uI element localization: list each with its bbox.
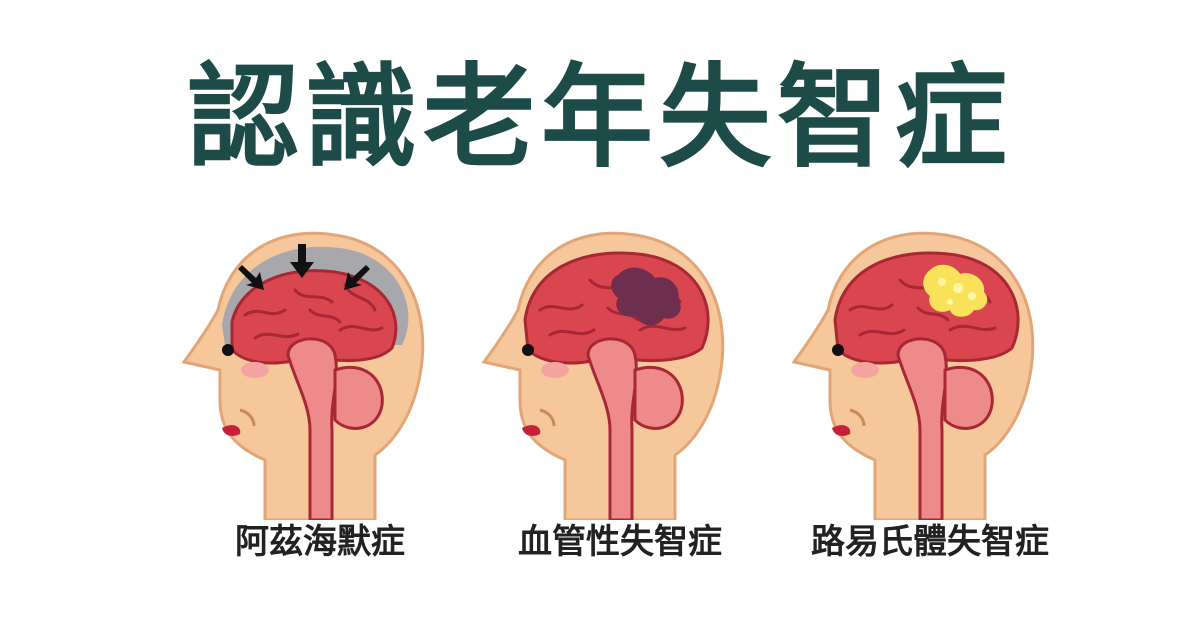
chin-line	[539, 408, 556, 427]
panel-vascular	[470, 230, 770, 520]
lewy-body-dots	[938, 278, 976, 305]
cheek	[541, 362, 569, 378]
cerebellum	[333, 365, 384, 430]
cerebrum-folds	[243, 283, 384, 340]
chin-line	[239, 408, 256, 427]
caption-vascular: 血管性失智症	[518, 522, 722, 562]
cerebellum	[943, 365, 994, 430]
eye-icon	[222, 344, 234, 356]
head-profile-icon	[481, 231, 725, 520]
chin-line	[849, 408, 866, 427]
head-profile-icon	[181, 231, 425, 520]
mouth	[522, 425, 541, 436]
eye-icon	[832, 344, 844, 356]
cheek	[851, 362, 879, 378]
caption-lewy: 路易氏體失智症	[811, 522, 1049, 562]
mouth	[832, 425, 851, 436]
caption-alzheimer: 阿茲海默症	[235, 522, 405, 562]
eye-icon	[522, 344, 534, 356]
arrow-down-icon	[238, 244, 370, 290]
vascular-lesion	[611, 267, 681, 326]
mouth	[222, 425, 241, 436]
cerebellum	[633, 365, 684, 430]
panel-alzheimer	[170, 230, 470, 520]
panel-lewy	[780, 230, 1080, 520]
head-profile-icon	[791, 231, 1035, 520]
page-title: 認識老年失智症	[187, 53, 1013, 183]
cheek	[241, 362, 269, 378]
